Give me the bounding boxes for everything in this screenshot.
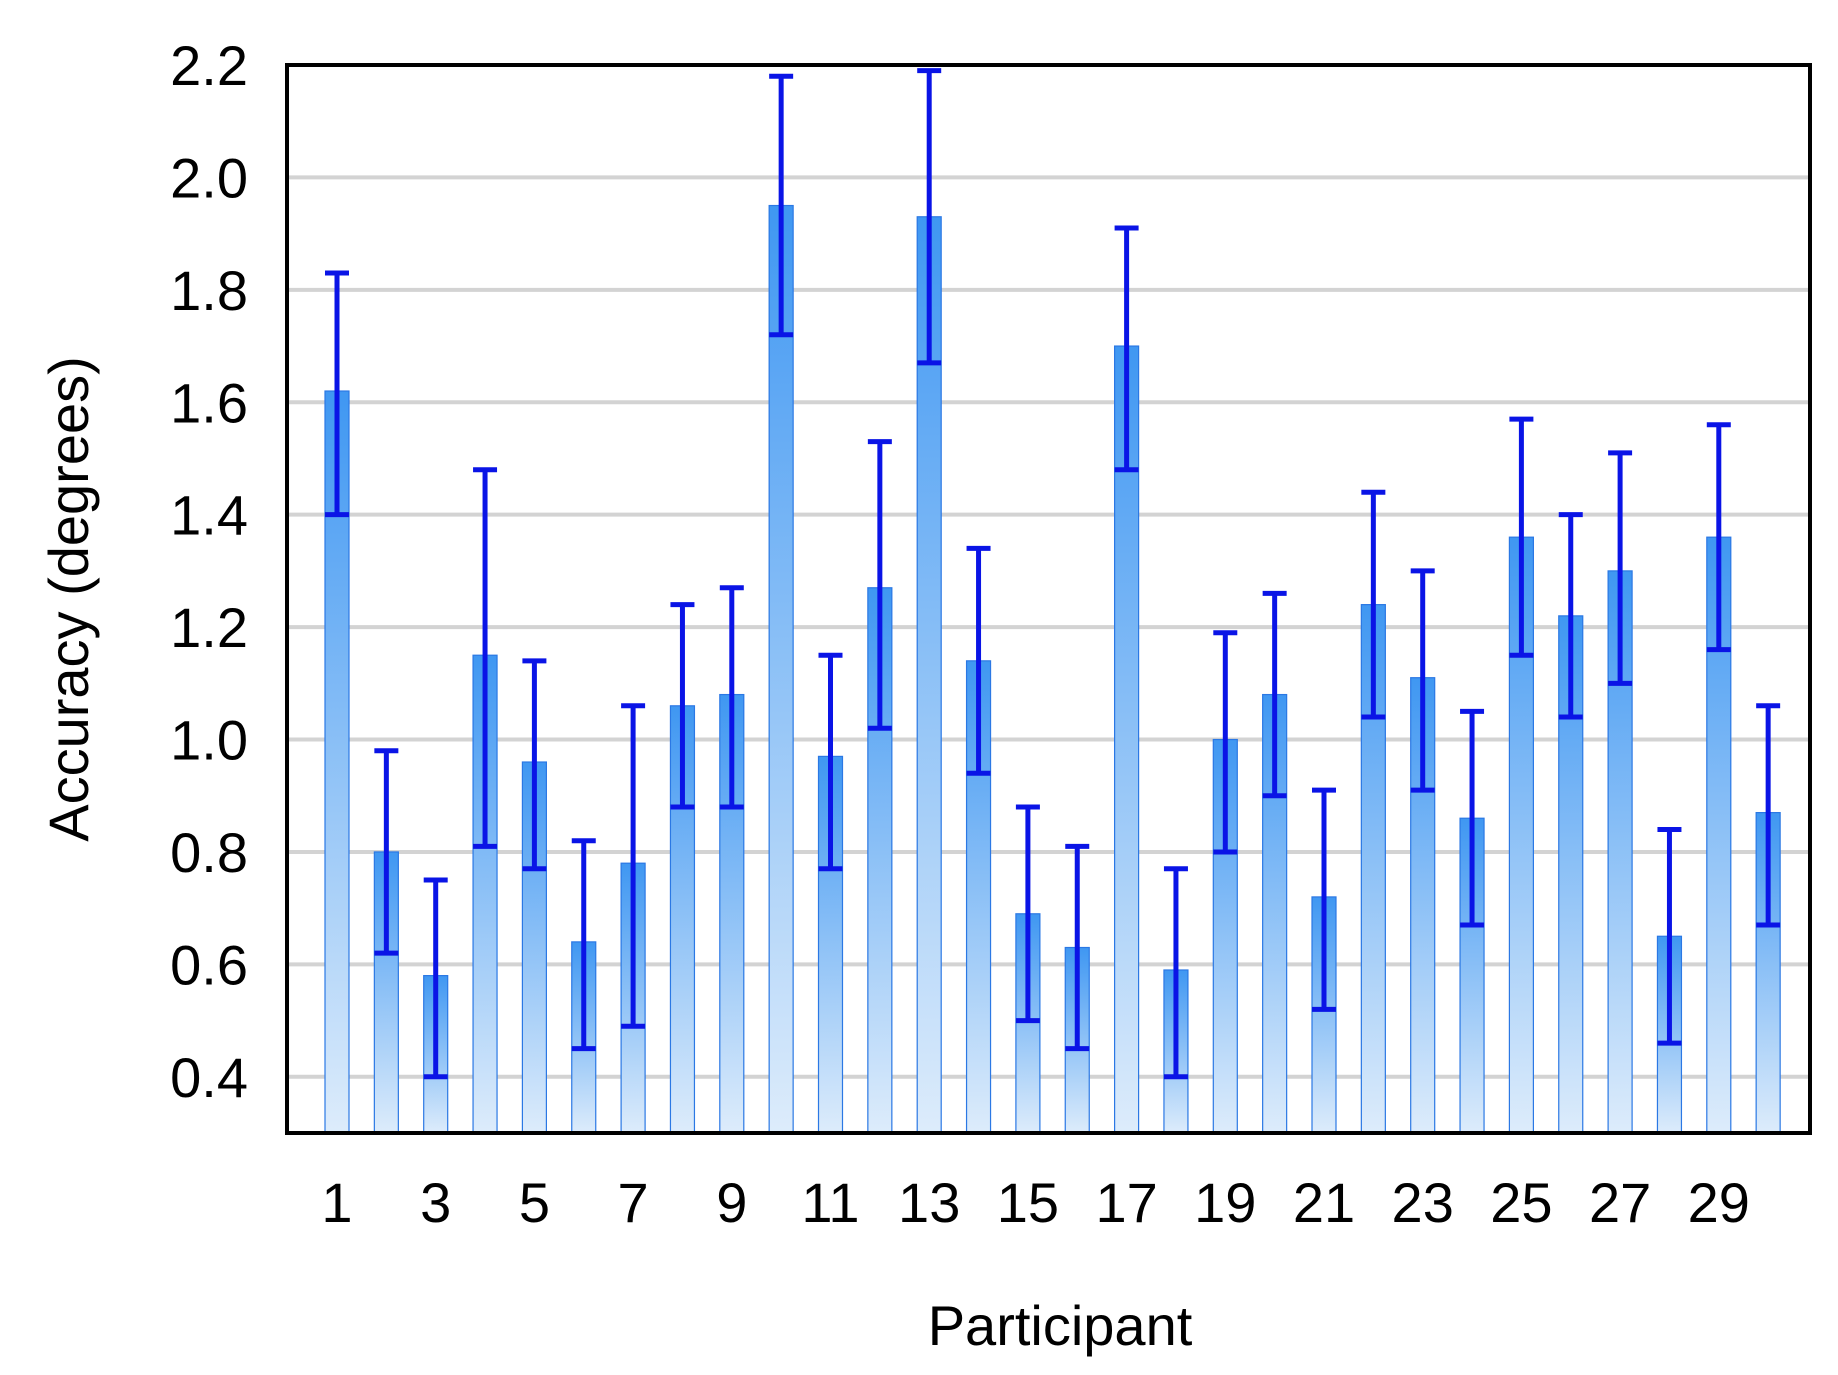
error-bar-participant-12 <box>867 439 892 731</box>
error-bar-participant-3 <box>423 877 448 1080</box>
error-bar-participant-18 <box>1163 866 1188 1080</box>
bar-participant-10 <box>768 204 794 1134</box>
x-tick-label: 21 <box>1293 1171 1355 1234</box>
x-tick-label: 7 <box>618 1171 649 1234</box>
x-tick-label: 11 <box>801 1171 859 1234</box>
error-bar-participant-15 <box>1015 804 1040 1024</box>
error-bar-participant-9 <box>719 585 744 810</box>
bars <box>324 204 1781 1134</box>
error-bar-participant-28 <box>1657 826 1682 1046</box>
error-bar-participant-13 <box>917 68 942 366</box>
error-bar-participant-11 <box>818 652 843 872</box>
error-bars <box>325 68 1781 1080</box>
error-bar-participant-25 <box>1509 416 1534 658</box>
error-bar-participant-23 <box>1410 568 1435 793</box>
x-tick-label: 23 <box>1392 1171 1454 1234</box>
x-tick-label: 17 <box>1095 1171 1157 1234</box>
y-tick-labels: 0.4 0.6 0.8 1.0 1.2 1.4 1.6 1.8 2.0 2.2 <box>170 34 248 1109</box>
error-bar-participant-19 <box>1213 630 1238 855</box>
error-bar-participant-8 <box>670 602 695 810</box>
error-bar-participant-22 <box>1361 489 1386 720</box>
y-tick-label: 0.8 <box>170 821 248 884</box>
error-bar-participant-7 <box>621 703 646 1029</box>
plot-frame <box>285 63 1812 1135</box>
y-tick-label: 1.8 <box>170 259 248 322</box>
error-bar-participant-20 <box>1262 590 1287 799</box>
y-tick-label: 1.6 <box>170 371 248 434</box>
error-bar-participant-6 <box>571 838 596 1052</box>
x-axis-title: Participant <box>928 1294 1193 1357</box>
x-tick-label: 25 <box>1490 1171 1552 1234</box>
x-tick-labels: 1 3 5 7 9 11 13 15 17 19 21 23 25 27 29 <box>321 1171 1750 1234</box>
y-tick-label: 2.2 <box>170 34 248 97</box>
error-bar-participant-4 <box>473 467 498 849</box>
error-bar-participant-1 <box>325 270 349 518</box>
error-bar-participant-24 <box>1460 708 1485 928</box>
x-tick-label: 29 <box>1688 1171 1750 1234</box>
x-tick-label: 5 <box>519 1171 550 1234</box>
bar-participant-13 <box>916 216 942 1134</box>
y-tick-label: 0.4 <box>170 1046 248 1109</box>
error-bar-participant-26 <box>1558 512 1583 720</box>
error-bar-participant-21 <box>1312 787 1336 1012</box>
y-tick-label: 1.0 <box>170 709 248 772</box>
y-tick-label: 2.0 <box>170 146 248 209</box>
x-tick-label: 13 <box>898 1171 960 1234</box>
x-tick-label: 3 <box>420 1171 451 1234</box>
x-tick-label: 9 <box>716 1171 747 1234</box>
error-bar-participant-2 <box>374 748 399 956</box>
error-bar-participant-29 <box>1706 422 1731 653</box>
error-bar-participant-10 <box>769 73 794 338</box>
y-tick-label: 0.6 <box>170 933 248 996</box>
x-tick-label: 19 <box>1194 1171 1256 1234</box>
error-bar-participant-17 <box>1114 225 1139 473</box>
y-axis-title: Accuracy (degrees) <box>37 356 100 842</box>
bar-participant-17 <box>1113 345 1140 1134</box>
x-tick-label: 15 <box>997 1171 1059 1234</box>
error-bar-participant-14 <box>966 545 991 776</box>
error-bar-participant-5 <box>522 658 547 872</box>
x-tick-label: 1 <box>321 1171 352 1234</box>
x-tick-label: 27 <box>1589 1171 1651 1234</box>
error-bar-participant-30 <box>1756 703 1781 928</box>
y-tick-label: 1.4 <box>170 484 248 547</box>
error-bar-participant-16 <box>1065 843 1090 1052</box>
y-tick-label: 1.2 <box>170 596 248 659</box>
error-bar-participant-27 <box>1608 450 1633 686</box>
